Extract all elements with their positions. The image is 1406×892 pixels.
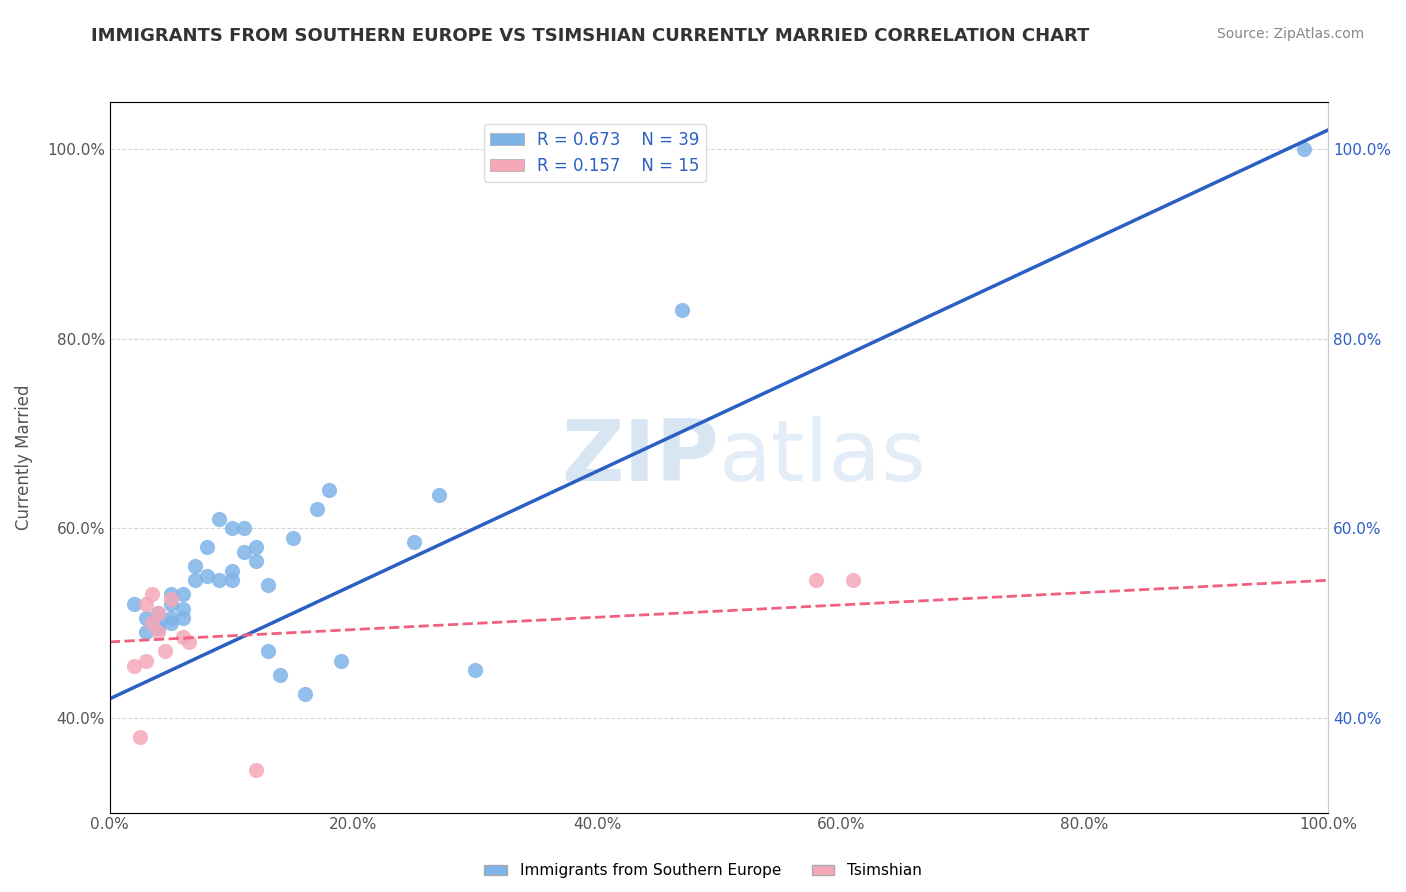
Point	[172, 601, 194, 615]
Point	[221, 574, 243, 588]
Point	[806, 574, 828, 588]
Point	[153, 644, 176, 658]
Point	[245, 763, 267, 777]
Legend: R = 0.673    N = 39, R = 0.157    N = 15: R = 0.673 N = 39, R = 0.157 N = 15	[484, 124, 706, 182]
Point	[135, 611, 157, 625]
Point	[232, 521, 254, 535]
Point	[148, 615, 170, 630]
Point	[141, 615, 163, 630]
Point	[245, 540, 267, 554]
Y-axis label: Currently Married: Currently Married	[15, 384, 32, 530]
Point	[221, 564, 243, 578]
Point	[1292, 142, 1315, 156]
Point	[122, 658, 145, 673]
Point	[221, 521, 243, 535]
Point	[404, 535, 426, 549]
Point	[330, 654, 353, 668]
Point	[269, 668, 291, 682]
Point	[294, 687, 316, 701]
Point	[195, 540, 218, 554]
Point	[208, 511, 231, 525]
Point	[148, 607, 170, 621]
Text: atlas: atlas	[718, 416, 927, 499]
Text: Source: ZipAtlas.com: Source: ZipAtlas.com	[1216, 27, 1364, 41]
Point	[208, 574, 231, 588]
Point	[148, 607, 170, 621]
Point	[232, 545, 254, 559]
Point	[148, 621, 170, 635]
Point	[141, 587, 163, 601]
Point	[195, 568, 218, 582]
Point	[172, 587, 194, 601]
Point	[281, 531, 304, 545]
Point	[159, 615, 181, 630]
Point	[135, 625, 157, 640]
Point	[245, 554, 267, 568]
Point	[159, 587, 181, 601]
Point	[135, 654, 157, 668]
Point	[177, 635, 200, 649]
Point	[148, 625, 170, 640]
Point	[159, 592, 181, 607]
Point	[184, 574, 207, 588]
Point	[671, 303, 693, 318]
Text: IMMIGRANTS FROM SOUTHERN EUROPE VS TSIMSHIAN CURRENTLY MARRIED CORRELATION CHART: IMMIGRANTS FROM SOUTHERN EUROPE VS TSIMS…	[91, 27, 1090, 45]
Point	[257, 644, 280, 658]
Point	[159, 611, 181, 625]
Point	[427, 488, 450, 502]
Text: ZIP: ZIP	[561, 416, 718, 499]
Point	[122, 597, 145, 611]
Point	[305, 502, 328, 516]
Point	[842, 574, 865, 588]
Legend: Immigrants from Southern Europe, Tsimshian: Immigrants from Southern Europe, Tsimshi…	[478, 857, 928, 884]
Point	[172, 611, 194, 625]
Point	[257, 578, 280, 592]
Point	[172, 630, 194, 644]
Point	[318, 483, 340, 498]
Point	[184, 559, 207, 574]
Point	[464, 663, 486, 677]
Point	[159, 597, 181, 611]
Point	[135, 597, 157, 611]
Point	[129, 730, 152, 744]
